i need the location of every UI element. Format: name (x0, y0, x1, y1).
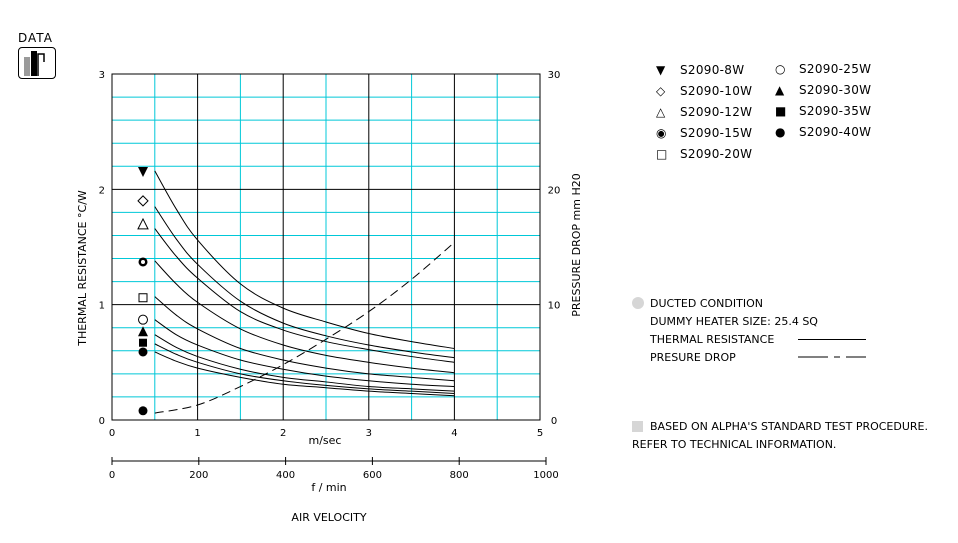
right-tick-label: 0 (551, 416, 557, 427)
legend-label: S2090-35W (799, 103, 872, 118)
left-tick-label: 0 (99, 416, 105, 427)
legend-label: S2090-15W (680, 125, 753, 140)
refer-text: REFER TO TECHNICAL INFORMATION. (632, 437, 837, 451)
dash-dot-line-sample (798, 356, 866, 358)
bullet-icon (632, 420, 643, 432)
x-axis-ms-label: m/sec (309, 434, 342, 447)
legend-label: S2090-30W (799, 82, 872, 97)
legend-label: S2090-10W (680, 83, 753, 98)
legend-item: ▼ S2090-8W (656, 59, 752, 80)
left-tick-label: 1 (99, 301, 105, 312)
series-line-S2090-40W (154, 351, 455, 397)
legend-item: ○ S2090-25W (775, 58, 871, 79)
legend-item: ■ S2090-35W (775, 100, 871, 121)
legend-item: □ S2090-20W (656, 143, 752, 164)
marker-S2090-40W (138, 347, 148, 357)
x-tick-label: 2 (280, 428, 286, 439)
solid-line-sample (798, 338, 866, 340)
series-line-S2090-12W (154, 228, 455, 363)
plot-frame (111, 73, 541, 421)
legend-label: S2090-40W (799, 124, 872, 139)
air-velocity-label: AIR VELOCITY (291, 511, 366, 524)
triangle-up-filled-icon: ▲ (775, 82, 785, 97)
series-line-S2090-10W (154, 206, 455, 359)
bullseye-icon: ◉ (656, 125, 667, 140)
fmin-tick-label: 400 (276, 470, 295, 481)
pressure-text: PRESURE DROP (650, 350, 736, 364)
left-axis-label: THERMAL RESISTANCE °C/W (76, 190, 89, 347)
x-axis-fmin-label: f / min (311, 481, 346, 494)
left-tick-label: 3 (99, 70, 105, 81)
series-line-S2090-8W (154, 170, 455, 349)
legend-item: ◇ S2090-10W (656, 80, 752, 101)
bar-chart-icon (18, 47, 56, 79)
series-line-S2090-20W (154, 296, 455, 382)
thermal-text: THERMAL RESISTANCE (650, 332, 775, 346)
marker-S2090-20W (138, 293, 148, 303)
circle-filled-icon: ● (775, 124, 786, 139)
fmin-tick-label: 800 (450, 470, 469, 481)
based-text: BASED ON ALPHA'S STANDARD TEST PROCEDURE… (650, 419, 928, 433)
marker-S2090-12W (137, 217, 149, 230)
series-line-S2090-35W (154, 343, 455, 394)
fmin-tick-label: 1000 (533, 470, 558, 481)
legend-label: S2090-8W (680, 62, 745, 77)
legend-label: S2090-25W (799, 61, 872, 76)
marker-S2090-35W (139, 338, 147, 347)
chart-markers (137, 167, 149, 416)
right-tick-label: 30 (548, 70, 561, 81)
x-tick-label: 3 (366, 428, 372, 439)
heater-text: DUMMY HEATER SIZE: 25.4 SQ (650, 314, 818, 328)
legend-item: ● S2090-40W (775, 121, 871, 142)
legend-col-2: ○ S2090-25W ▲ S2090-30W ■ S2090-35W ● S2090-… (775, 58, 871, 142)
legend-item: ◉ S2090-15W (656, 122, 752, 143)
square-open-icon: □ (656, 146, 668, 161)
legend-col-1: ▼ S2090-8W ◇ S2090-10W △ S2090-12W ◉ S2090-1… (656, 59, 752, 164)
square-filled-icon: ■ (775, 103, 787, 118)
fmin-tick-label: 0 (109, 470, 115, 481)
marker-S2090-10W (137, 195, 149, 207)
series-line-S2090-30W (154, 334, 455, 392)
series-line-S2090-15W (154, 260, 455, 374)
condition-text: DUCTED CONDITION (650, 296, 763, 310)
series-line-S2090-25W (154, 319, 455, 388)
test-conditions: DUCTED CONDITION DUMMY HEATER SIZE: 25.4… (632, 294, 888, 366)
diamond-open-icon: ◇ (656, 83, 666, 98)
marker-S2090-25W (138, 314, 148, 325)
fmin-tick-label: 200 (189, 470, 208, 481)
right-tick-label: 10 (548, 301, 561, 312)
x-tick-label: 5 (537, 428, 543, 439)
marker-S2090-8W (138, 167, 148, 178)
right-axis-label: PRESSURE DROP mm H20 (570, 173, 583, 316)
marker-S2090-30W (138, 326, 148, 337)
x-tick-label: 4 (451, 428, 457, 439)
legend-item: ▲ S2090-30W (775, 79, 871, 100)
chart-curves (154, 170, 455, 414)
triangle-down-filled-icon: ▼ (656, 62, 666, 77)
procedure-note: BASED ON ALPHA'S STANDARD TEST PROCEDURE… (632, 417, 928, 453)
data-badge: DATA (18, 31, 56, 79)
pressure-drop-line (154, 242, 455, 414)
circle-open-icon: ○ (775, 61, 786, 76)
fmin-tick-label: 600 (363, 470, 382, 481)
legend-label: S2090-12W (680, 104, 753, 119)
marker-pressure (138, 406, 148, 416)
legend-label: S2090-20W (680, 146, 753, 161)
bullet-icon (632, 297, 644, 309)
x-tick-label: 0 (109, 428, 115, 439)
marker-S2090-15W (138, 257, 148, 267)
left-tick-label: 2 (99, 185, 105, 196)
data-badge-label: DATA (18, 31, 53, 45)
triangle-up-open-icon: △ (656, 104, 666, 119)
right-tick-label: 20 (548, 185, 561, 196)
x-tick-label: 1 (194, 428, 200, 439)
legend-item: △ S2090-12W (656, 101, 752, 122)
